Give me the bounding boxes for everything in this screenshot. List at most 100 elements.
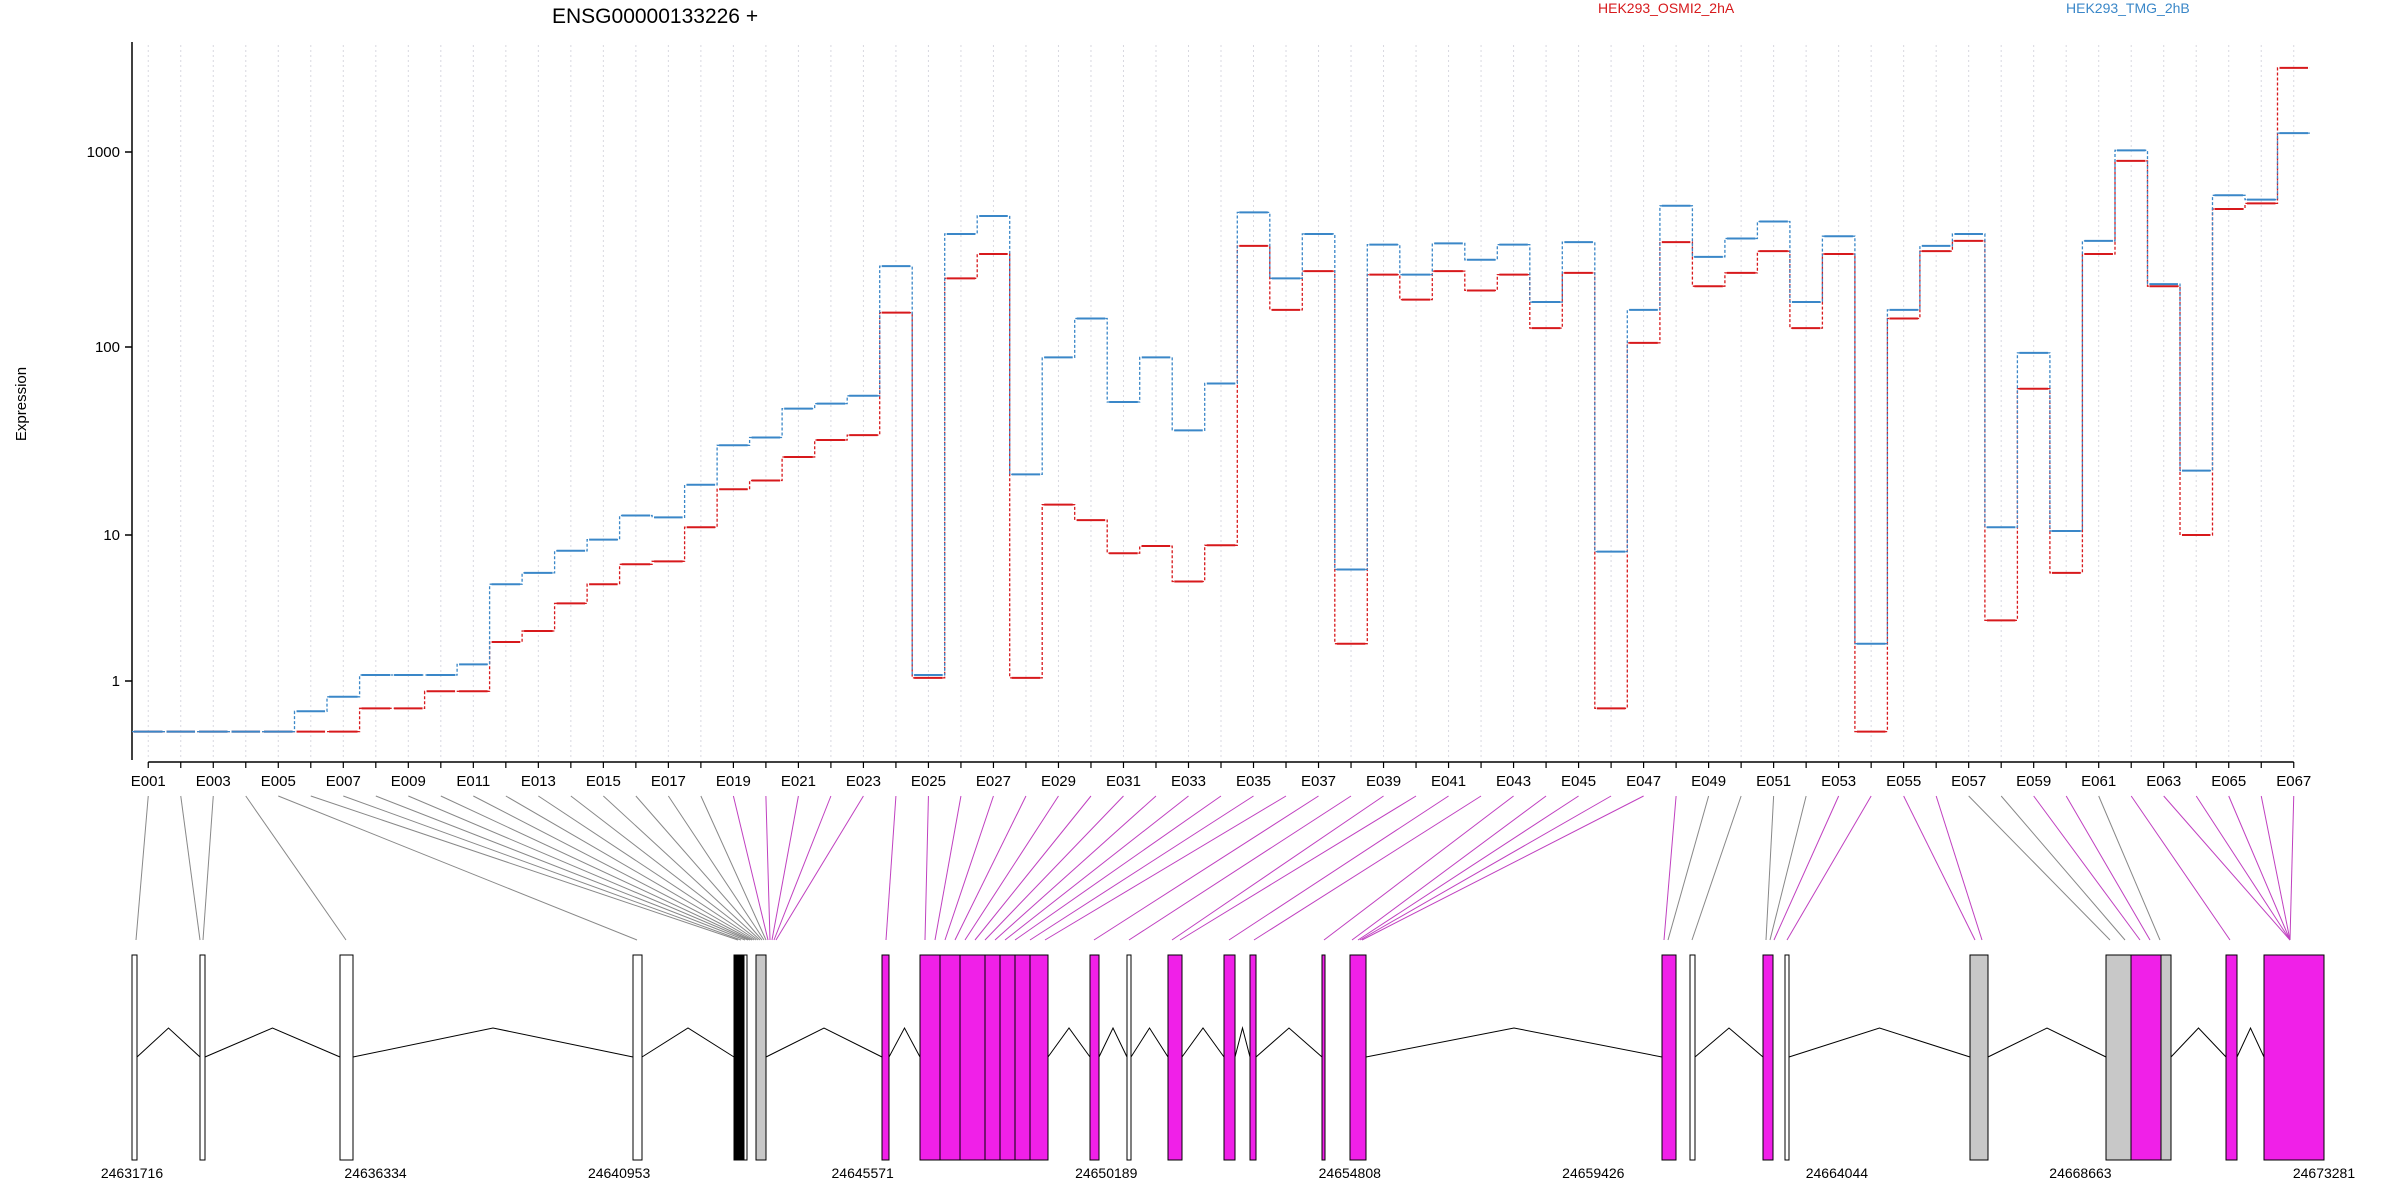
genomic-coordinates: 24631716 24636334 24640953 24645571 24650189… (101, 1165, 2356, 1181)
exon-connector (1179, 795, 1417, 941)
exon-connector (974, 795, 1092, 941)
coordinate-label: 24654808 (1319, 1165, 1382, 1181)
series-2 (132, 132, 2310, 733)
exon-connector (635, 795, 763, 941)
exon-block (1089, 954, 1100, 1161)
exon-connector (667, 795, 765, 941)
exon-block (1126, 954, 1132, 1161)
exon-connector (732, 795, 769, 941)
exon-connector (885, 795, 897, 941)
x-tick-label: E013 (521, 773, 556, 790)
exon-connector (1228, 795, 1449, 941)
intron-line (765, 1027, 883, 1058)
exon-connector (1004, 795, 1189, 941)
exon-connector (310, 795, 739, 941)
intron-line (1181, 1027, 1225, 1058)
y-tick-label: 10 (103, 527, 120, 544)
exon-block (1762, 954, 1774, 1161)
intron-line (641, 1027, 735, 1058)
x-tick-label: E033 (1171, 773, 1206, 790)
x-tick-label: E067 (2276, 773, 2311, 790)
coordinate-label: 24636334 (344, 1165, 407, 1181)
exon-block (881, 954, 890, 1161)
exon-block (1661, 954, 1677, 1161)
exon-connector (505, 795, 755, 941)
x-tick-label: E031 (1106, 773, 1141, 790)
x-tick-label: E043 (1496, 773, 1531, 790)
x-tick-label: E035 (1236, 773, 1271, 790)
coordinate-label: 24668663 (2049, 1165, 2112, 1181)
exon-connector (1769, 795, 1807, 941)
x-tick-label: E063 (2146, 773, 2181, 790)
exon-connector (1029, 795, 1254, 941)
intron-line (1987, 1027, 2107, 1058)
exon-connector (1773, 795, 1840, 941)
intron-line (1234, 1026, 1251, 1058)
exon-block (1249, 954, 1257, 1161)
exon-block (1689, 954, 1696, 1161)
exon-connector (1351, 795, 1547, 941)
exon-connector (1935, 795, 1983, 941)
legend-series-2: HEK293_TMG_2hB (2066, 0, 2190, 16)
exon-connector (1171, 795, 1384, 941)
exon-connector (570, 795, 759, 941)
series-layer (132, 66, 2310, 733)
intron-line (2236, 1026, 2265, 1058)
coordinate-label: 24664044 (1806, 1165, 1869, 1181)
exon-block (2263, 954, 2325, 1161)
x-tick-label: E025 (911, 773, 946, 790)
exon-block (1223, 954, 1236, 1161)
exon-connector (603, 795, 761, 941)
exon-connector (180, 795, 201, 941)
exon-connector (2163, 795, 2291, 941)
exon-block (632, 954, 643, 1161)
y-axis-label: Expression (13, 367, 30, 441)
x-tick-label: E037 (1301, 773, 1336, 790)
x-tick-label: E041 (1431, 773, 1466, 790)
coordinate-label: 24659426 (1562, 1165, 1625, 1181)
exon-connector (1361, 795, 1644, 941)
x-tick-label: E039 (1366, 773, 1401, 790)
exon-connector (1093, 795, 1319, 941)
intron-line (1788, 1027, 1971, 1058)
exon-connector (934, 795, 962, 941)
intron-line (1255, 1027, 1323, 1058)
exon-connector (375, 795, 746, 941)
x-tick-label: E009 (391, 773, 426, 790)
exon-connector (1663, 795, 1677, 941)
exon-connector (2033, 795, 2141, 941)
x-tick-label: E021 (781, 773, 816, 790)
y-tick-label: 1000 (87, 144, 120, 161)
x-tick-label: E007 (326, 773, 361, 790)
exon-block (131, 954, 138, 1161)
exon-connector (2130, 795, 2231, 941)
exon-block (339, 954, 354, 1161)
exon-connector (2228, 795, 2291, 941)
exon-connector (1323, 795, 1514, 941)
exon-connector (994, 795, 1157, 941)
axes: 1 10 100 1000 E001 E003 E005 E007 E009 E011 E013 E0… (87, 42, 2311, 790)
exon-connector (343, 795, 742, 941)
exon-block (199, 954, 206, 1161)
exon-block (2225, 954, 2238, 1161)
exon-block (2130, 954, 2162, 1161)
exon-connector (1044, 795, 1287, 941)
exon-connector (765, 795, 771, 941)
grid-layer (147, 45, 2295, 760)
exon-connector (538, 795, 757, 941)
gene-model (131, 954, 2325, 1161)
x-tick-label: E061 (2081, 773, 2116, 790)
exon-block (919, 954, 1049, 1161)
x-tick-label: E051 (1756, 773, 1791, 790)
coordinate-label: 24650189 (1075, 1165, 1138, 1181)
x-tick-label: E001 (131, 773, 166, 790)
exon-connector (1691, 795, 1742, 941)
intron-line (136, 1027, 201, 1058)
exon-connectors (135, 795, 2295, 941)
series-line (132, 67, 2310, 733)
coordinate-label: 24640953 (588, 1165, 651, 1181)
intron-line (204, 1027, 341, 1058)
intron-line (1694, 1027, 1764, 1058)
exon-connector (700, 795, 767, 941)
